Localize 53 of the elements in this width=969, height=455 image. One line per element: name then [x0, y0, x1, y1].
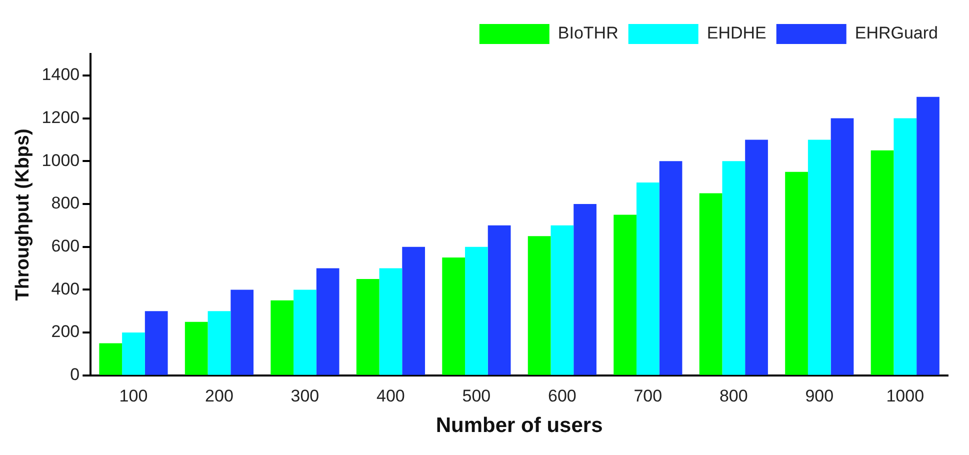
x-tick-label: 600: [548, 386, 576, 406]
y-tick-label: 400: [51, 279, 80, 298]
bar: [722, 161, 746, 375]
y-tick-label: 1200: [42, 108, 80, 127]
x-tick-label: 300: [290, 386, 320, 406]
bar: [465, 246, 488, 375]
y-axis-title: Throughput (Kbps): [12, 128, 34, 301]
bar: [528, 236, 551, 375]
x-tick-label: 200: [205, 386, 234, 406]
bar: [316, 268, 340, 375]
bar: [402, 246, 425, 375]
x-tick-label: 900: [805, 386, 834, 406]
bar: [184, 322, 208, 375]
bar: [230, 290, 254, 375]
legend-label: EHRGuard: [854, 24, 938, 43]
bar: [144, 311, 168, 375]
bar: [488, 225, 511, 375]
bar: [294, 290, 316, 375]
bar: [870, 150, 894, 375]
legend-label: BIoTHR: [558, 24, 618, 43]
y-tick-label: 800: [51, 194, 80, 213]
bar: [99, 343, 122, 375]
bar: [785, 172, 808, 375]
x-tick-label: 700: [634, 386, 662, 406]
bar: [916, 96, 940, 375]
bar: [745, 140, 768, 375]
legend-label: EHDHE: [706, 24, 766, 43]
bar: [442, 258, 466, 375]
bar: [659, 161, 682, 375]
bar: [379, 268, 402, 375]
y-tick-label: 200: [51, 322, 80, 342]
bar: [614, 214, 636, 375]
y-tick-label: 600: [51, 236, 80, 256]
y-tick-label: 1400: [42, 65, 80, 84]
bar: [356, 278, 380, 375]
bar: [270, 300, 294, 375]
x-tick-label: 400: [376, 386, 405, 406]
bar: [808, 140, 831, 375]
bar: [636, 182, 660, 375]
x-tick-label: 1000: [886, 386, 924, 406]
bar: [574, 204, 596, 375]
x-tick-label: 100: [119, 386, 148, 406]
x-tick-label: 500: [462, 386, 491, 406]
bar: [208, 311, 231, 375]
x-axis-title: Number of users: [436, 414, 603, 438]
bar: [122, 332, 145, 375]
y-tick-label: 0: [70, 365, 80, 384]
bar: [830, 118, 854, 375]
y-tick-label: 1000: [42, 150, 80, 170]
x-tick-label: 800: [719, 386, 748, 406]
bar: [699, 193, 722, 375]
bar: [550, 225, 574, 375]
bar: [894, 118, 917, 375]
